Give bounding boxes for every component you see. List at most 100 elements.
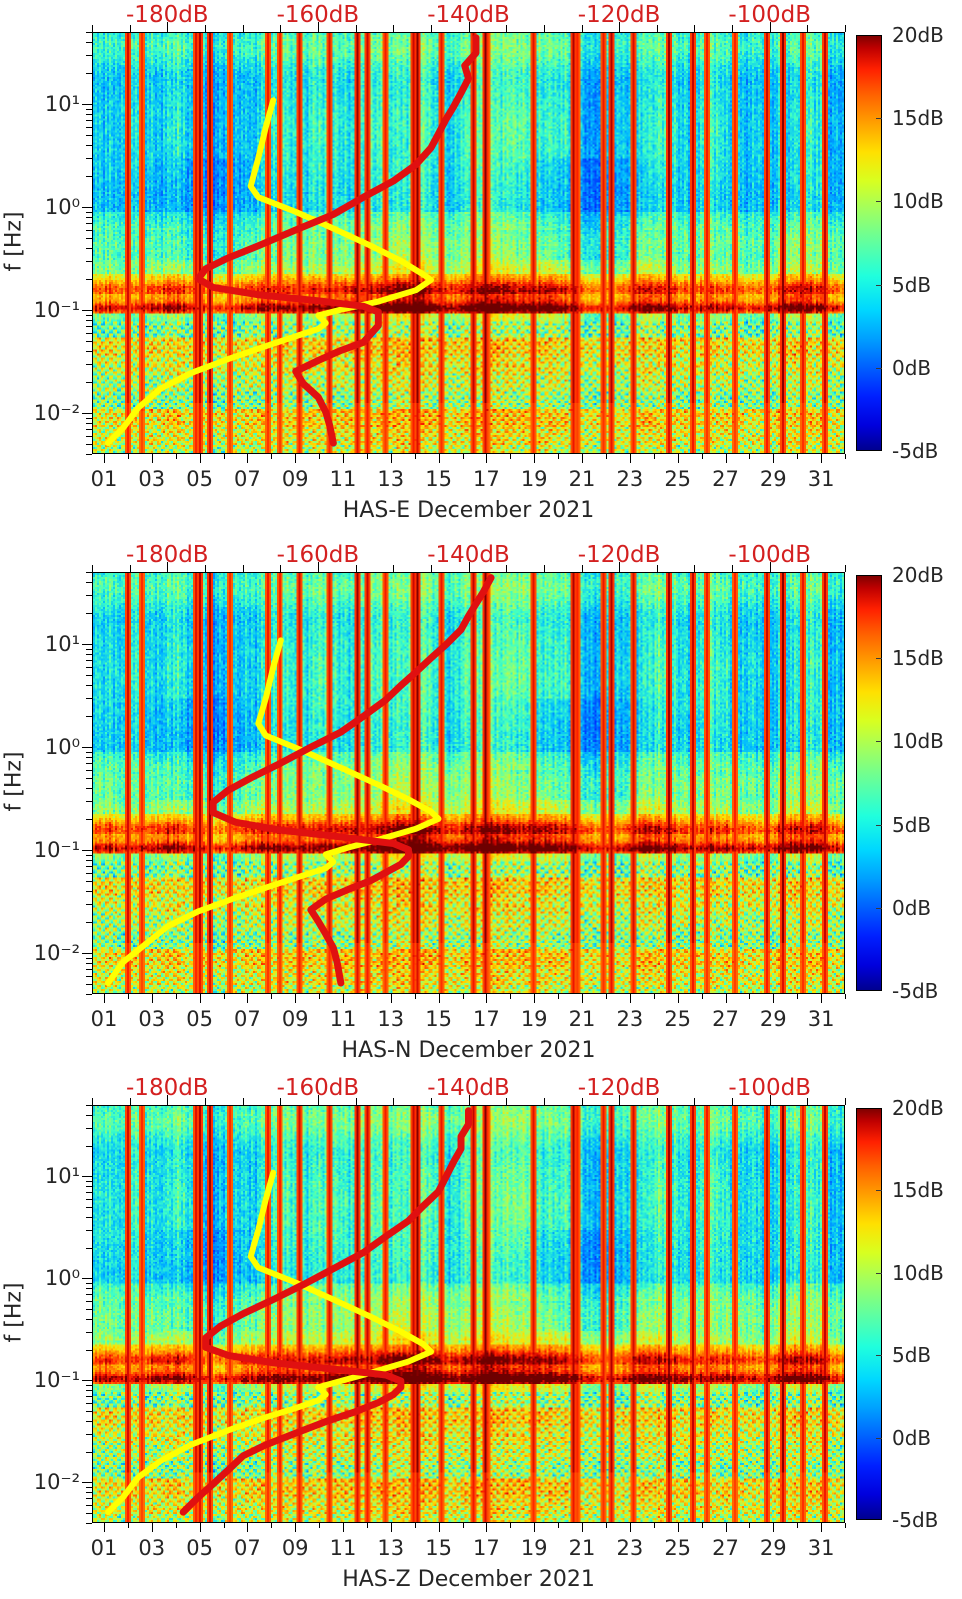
x-axis-tick — [606, 454, 607, 459]
x-axis-tick — [845, 994, 846, 999]
colorbar-has-n — [856, 575, 882, 991]
y-axis-tick — [86, 1105, 92, 1106]
y-axis-tick-label: 10⁰ — [44, 195, 80, 219]
x-axis-tick — [797, 454, 799, 459]
spectrogram-canvas — [93, 1106, 844, 1522]
top-axis-tick — [543, 565, 545, 572]
plot-area — [92, 1105, 845, 1523]
top-axis-tick — [845, 1098, 846, 1105]
top-axis-tick — [355, 565, 357, 572]
colorbar-tick — [876, 741, 882, 743]
y-axis-tick — [82, 207, 92, 208]
y-axis-tick — [86, 1349, 92, 1351]
x-axis-tick — [582, 1523, 583, 1532]
y-axis-tick — [86, 382, 92, 383]
x-axis-tick — [319, 454, 321, 459]
y-axis-tick — [86, 648, 92, 650]
red-psd-curve — [179, 1107, 472, 1516]
y-axis-tick — [82, 1482, 92, 1484]
x-axis-tick — [773, 1523, 775, 1532]
y-axis-tick — [86, 1114, 92, 1116]
top-axis-tick — [167, 562, 169, 572]
y-axis-tick — [86, 217, 92, 218]
x-axis-tick — [343, 994, 344, 1003]
top-axis-tick — [204, 25, 206, 32]
x-axis-tick — [629, 994, 631, 1003]
x-axis-tick — [390, 994, 392, 1003]
colorbar-has-e — [856, 35, 882, 451]
x-axis-tick — [462, 454, 464, 459]
x-axis-tick — [701, 994, 703, 999]
top-axis-tick — [280, 1098, 282, 1105]
plot-area — [92, 32, 845, 454]
y-axis-tick — [86, 778, 92, 779]
top-axis-tick — [204, 565, 206, 572]
colorbar-tick-label: 15dB — [892, 1178, 944, 1203]
y-axis-tick — [82, 644, 92, 645]
x-axis-tick — [175, 1523, 177, 1528]
x-axis-tick — [845, 454, 846, 459]
y-axis-tick — [86, 969, 92, 970]
x-axis-tick — [390, 454, 392, 463]
x-axis-tick-label: 09 — [281, 1536, 309, 1560]
x-axis-tick — [366, 454, 368, 459]
y-axis-tick — [86, 1247, 92, 1249]
x-axis-tick — [845, 1523, 846, 1528]
colorbar-tick-label: 5dB — [892, 272, 932, 297]
top-axis-tick — [506, 25, 508, 32]
x-axis-tick-label: 03 — [138, 1536, 166, 1560]
x-axis-tick-label: 25 — [664, 1536, 692, 1560]
top-axis-tick — [242, 25, 244, 32]
y-axis-tick — [82, 1380, 92, 1382]
x-axis-tick — [271, 454, 273, 459]
y-axis-title: f [Hz] — [1, 211, 27, 272]
x-axis-tick — [151, 1523, 153, 1532]
red-psd-curve — [194, 34, 480, 447]
y-axis-tick — [86, 363, 92, 365]
x-axis-tick — [104, 994, 105, 1003]
top-axis-tick — [581, 565, 583, 572]
x-axis-tick — [295, 994, 297, 1003]
x-axis-tick-label: 29 — [759, 1007, 787, 1031]
x-axis-tick — [414, 1523, 416, 1528]
x-axis-tick — [629, 1523, 631, 1532]
y-axis-tick — [86, 1207, 92, 1208]
y-axis-tick — [82, 413, 92, 414]
top-axis-tick — [656, 25, 658, 32]
x-axis-tick — [223, 454, 225, 459]
x-axis-tick-label: 23 — [616, 1007, 644, 1031]
x-axis-tick-label: 23 — [616, 1536, 644, 1560]
y-axis-tick — [86, 994, 92, 995]
y-axis-tick — [86, 922, 92, 923]
top-axis-tick — [393, 25, 395, 32]
x-axis-tick — [390, 1523, 392, 1532]
x-axis-tick-label: 27 — [712, 1007, 739, 1031]
colorbar-tick — [876, 1355, 882, 1357]
y-axis-tick — [86, 594, 92, 596]
y-axis-tick — [86, 757, 92, 758]
top-axis-tick — [280, 25, 282, 32]
y-axis-tick — [86, 1216, 92, 1218]
y-axis-title: f [Hz] — [1, 751, 27, 812]
y-axis-tick — [86, 332, 92, 334]
panel-axis-title: HAS-Z December 2021 — [342, 1567, 595, 1592]
colorbar-tick — [876, 118, 882, 120]
x-axis-tick — [653, 1523, 655, 1528]
colorbar-tick — [876, 658, 882, 660]
y-axis-tick — [86, 1451, 92, 1453]
x-axis-tick — [366, 1523, 368, 1528]
y-axis-tick — [82, 310, 92, 311]
top-axis-tick — [280, 565, 282, 572]
x-axis-tick-label: 11 — [329, 1536, 357, 1560]
x-axis-tick-label: 01 — [90, 467, 118, 491]
colorbar-tick-label: 10dB — [892, 729, 944, 754]
x-axis-tick — [510, 454, 512, 459]
y-axis-tick — [86, 1385, 92, 1386]
spectrogram-plot-has-e — [92, 32, 845, 454]
x-axis-tick — [438, 1523, 440, 1532]
x-axis-tick — [343, 454, 344, 463]
x-axis-tick — [104, 1523, 105, 1532]
x-axis-tick-label: 15 — [425, 467, 452, 491]
x-axis-tick-label: 11 — [329, 467, 357, 491]
y-axis-tick — [86, 685, 92, 686]
